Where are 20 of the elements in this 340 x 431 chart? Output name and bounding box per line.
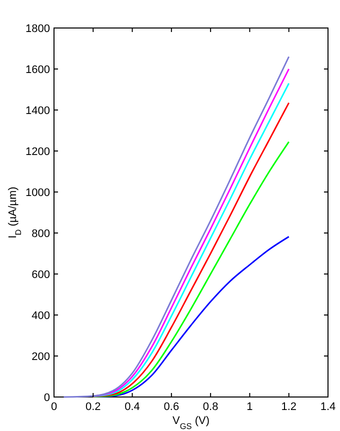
x-axis-title: V$_{GS}$ (V) [172, 415, 210, 430]
x-tick-label: 0.4 [124, 401, 140, 413]
y-tick-label: 600 [32, 269, 50, 281]
y-tick-label: 1200 [26, 146, 50, 158]
y-tick-label: 1800 [26, 23, 50, 35]
x-tick-label: 1 [246, 401, 253, 413]
y-tick-label: 400 [32, 310, 50, 322]
y-tick-label: 200 [32, 351, 50, 363]
line-series [63, 56, 290, 398]
x-tick-label: 0 [50, 401, 58, 413]
x-tick-label: 0.8 [202, 401, 218, 413]
y-tick-label: 800 [32, 228, 50, 240]
y-tick-label: 0 [44, 392, 50, 404]
x-tick-label: 1.2 [281, 401, 297, 413]
y-tick-label: 1400 [26, 105, 50, 117]
x-tick-label: 0.6 [164, 401, 180, 413]
x-tick-label: 1.4 [320, 401, 336, 413]
x-tick-label: 0.2 [85, 401, 101, 413]
y-tick-label: 1000 [26, 187, 50, 199]
y-tick-label: 1600 [26, 64, 50, 76]
